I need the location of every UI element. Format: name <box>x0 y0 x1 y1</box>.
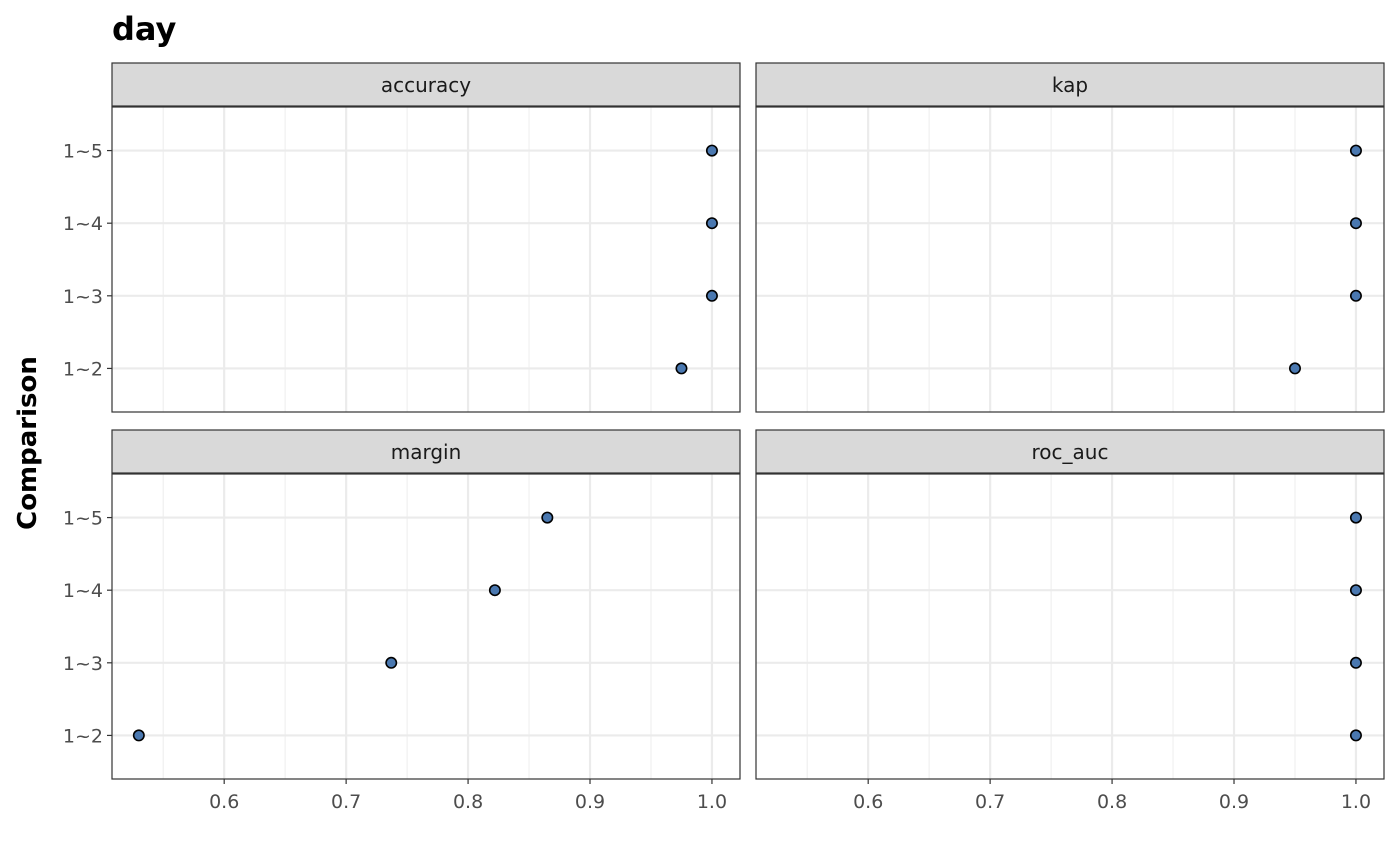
panel-border <box>111 473 741 780</box>
facet-panel-roc-auc: roc_auc 0.6 0.7 0.8 0.9 1.0 <box>755 429 1385 813</box>
data-point <box>1349 511 1362 524</box>
strip-background <box>755 429 1385 474</box>
data-point <box>705 289 718 302</box>
x-tick-label: 0.9 <box>1219 791 1249 813</box>
x-tick-label: 0.8 <box>1097 791 1127 813</box>
data-point <box>1349 584 1362 597</box>
data-point <box>705 217 718 230</box>
data-point <box>1349 656 1362 669</box>
plot-background <box>112 107 740 412</box>
y-tick-label: 1~2 <box>63 725 103 747</box>
x-tick-label: 0.9 <box>575 791 605 813</box>
data-point <box>385 656 398 669</box>
data-point <box>1349 729 1362 742</box>
x-tick-label: 0.8 <box>453 791 483 813</box>
facet-panel-accuracy: accuracy 1~2 1~3 1~4 1~5 <box>63 62 741 413</box>
plot-background <box>756 474 1384 779</box>
plot-background <box>112 474 740 779</box>
strip-background <box>111 62 741 107</box>
panel-border <box>111 106 741 413</box>
facet-panels: accuracy 1~2 1~3 1~4 1~5 kap margin 1~2 1~3 1~4 1~… <box>63 62 1385 813</box>
x-tick-label: 0.7 <box>975 791 1005 813</box>
x-tick-label: 0.6 <box>209 791 239 813</box>
data-point <box>132 729 145 742</box>
data-point <box>1349 289 1362 302</box>
facet-panel-margin: margin 1~2 1~3 1~4 1~5 0.6 0.7 0.8 0.9 1.0 <box>63 429 741 813</box>
x-tick-label: 1.0 <box>697 791 727 813</box>
x-tick-label: 0.7 <box>331 791 361 813</box>
plot-background <box>756 107 1384 412</box>
chart-title: day <box>112 10 177 48</box>
panel-border <box>755 106 1385 413</box>
y-tick-label: 1~4 <box>63 213 103 235</box>
y-tick-label: 1~2 <box>63 358 103 380</box>
strip-background <box>755 62 1385 107</box>
data-point <box>1349 144 1362 157</box>
data-point <box>541 511 554 524</box>
facet-panel-kap: kap <box>755 62 1385 413</box>
strip-background <box>111 429 741 474</box>
y-tick-label: 1~4 <box>63 580 103 602</box>
data-point <box>1288 362 1301 375</box>
strip-label: roc_auc <box>1032 440 1109 464</box>
y-axis-label: Comparison <box>13 356 43 530</box>
strip-label: kap <box>1052 73 1088 97</box>
y-tick-label: 1~3 <box>63 653 103 675</box>
x-tick-label: 1.0 <box>1341 791 1371 813</box>
strip-label: accuracy <box>381 73 471 97</box>
y-tick-label: 1~3 <box>63 286 103 308</box>
data-point <box>488 584 501 597</box>
y-tick-label: 1~5 <box>63 141 103 163</box>
x-tick-label: 0.6 <box>853 791 883 813</box>
data-point <box>1349 217 1362 230</box>
data-point <box>675 362 688 375</box>
panel-border <box>755 473 1385 780</box>
y-tick-label: 1~5 <box>63 508 103 530</box>
strip-label: margin <box>391 440 462 464</box>
data-point <box>705 144 718 157</box>
